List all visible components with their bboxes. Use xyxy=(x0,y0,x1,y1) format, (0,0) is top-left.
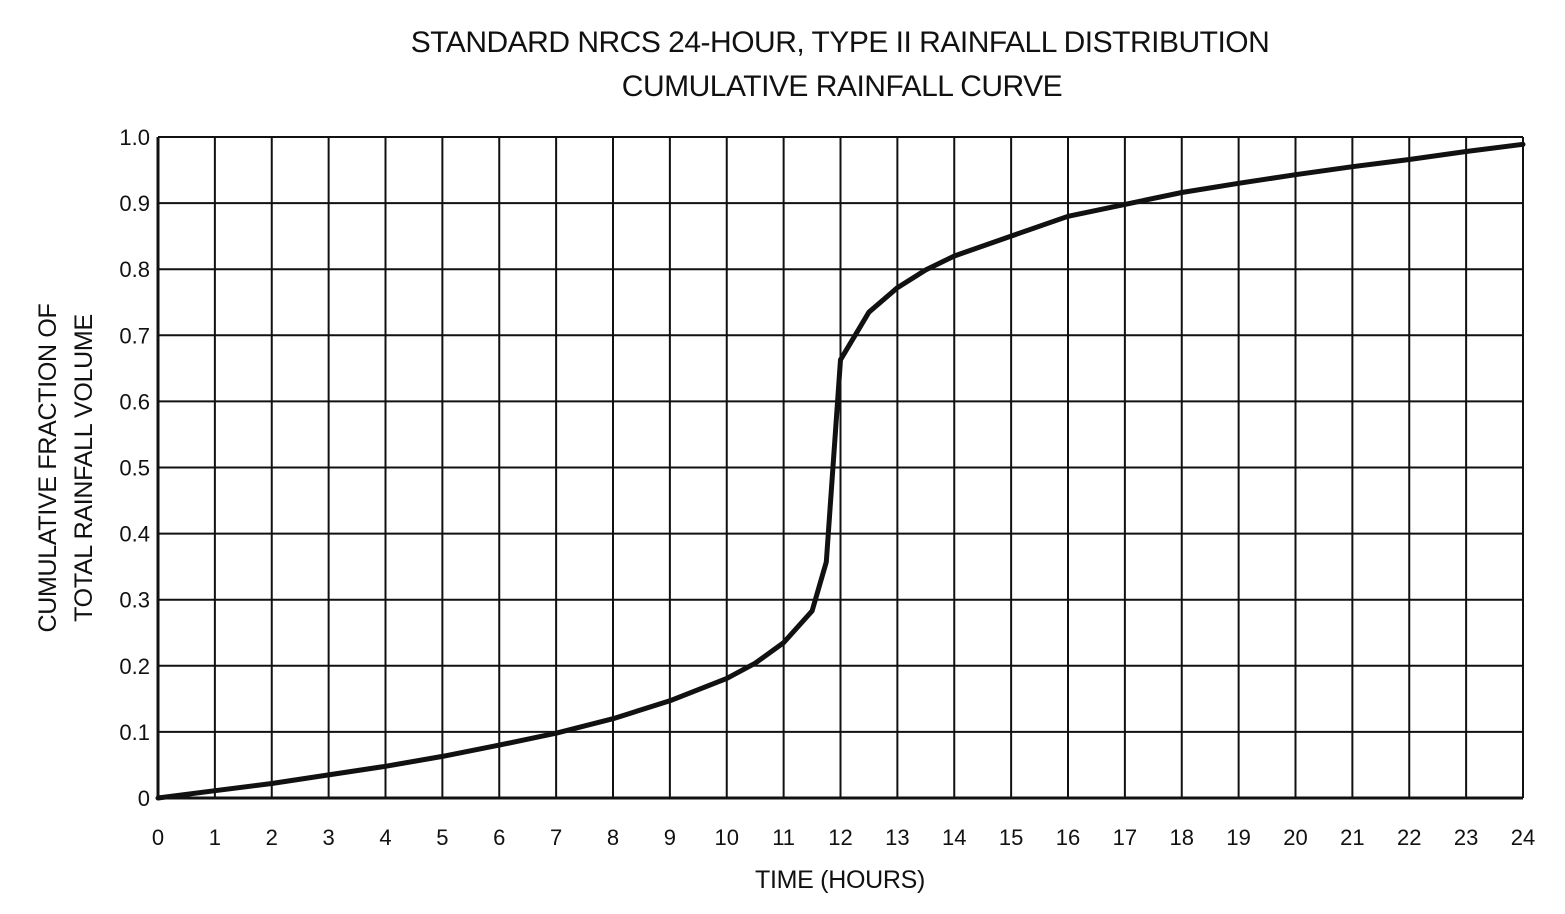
x-tick-label: 22 xyxy=(1397,825,1421,850)
x-tick-label: 24 xyxy=(1511,825,1535,850)
x-tick-label: 2 xyxy=(266,825,278,850)
x-tick-label: 20 xyxy=(1283,825,1307,850)
plot-grid xyxy=(158,137,1523,798)
x-axis-title: TIME (HOURS) xyxy=(755,866,925,894)
x-tick-label: 15 xyxy=(999,825,1023,850)
x-tick-label: 3 xyxy=(323,825,335,850)
x-tick-label: 12 xyxy=(828,825,852,850)
x-tick-label: 16 xyxy=(1056,825,1080,850)
x-tick-label: 4 xyxy=(379,825,391,850)
chart-subtitle: CUMULATIVE RAINFALL CURVE xyxy=(622,70,1062,103)
x-tick-label: 8 xyxy=(607,825,619,850)
rainfall-curve-series xyxy=(155,141,1526,801)
y-tick-label: 0.7 xyxy=(119,323,150,348)
x-tick-label: 17 xyxy=(1113,825,1137,850)
x-tick-label: 21 xyxy=(1340,825,1364,850)
y-tick-labels: 0 0.1 0.2 0.3 0.4 0.5 0.6 0.7 0.8 0.9 1.0 xyxy=(119,125,150,811)
y-tick-label: 0.5 xyxy=(119,456,150,481)
x-tick-label: 23 xyxy=(1454,825,1478,850)
x-tick-label: 19 xyxy=(1226,825,1250,850)
plot-frame xyxy=(156,136,1524,800)
x-tick-label: 10 xyxy=(715,825,739,850)
y-tick-label: 0.3 xyxy=(119,588,150,613)
series-line-1 xyxy=(155,141,1526,801)
y-tick-label: 0.6 xyxy=(119,389,150,414)
y-tick-label: 0.8 xyxy=(119,257,150,282)
x-tick-label: 13 xyxy=(885,825,909,850)
x-tick-labels: 0 1 2 3 4 5 6 7 8 9 10 11 12 13 14 15 16 17 18 19 20 21 22 23 24 xyxy=(152,825,1535,850)
chart-title: STANDARD NRCS 24-HOUR, TYPE II RAINFALL … xyxy=(411,26,1270,59)
x-tick-label: 18 xyxy=(1170,825,1194,850)
y-axis-title-line1: CUMULATIVE FRACTION OF xyxy=(34,303,62,632)
y-tick-label: 0.9 xyxy=(119,191,150,216)
x-tick-label: 7 xyxy=(550,825,562,850)
y-tick-label: 1.0 xyxy=(119,125,150,150)
y-tick-label: 0 xyxy=(138,786,150,811)
y-axis-title-line2: TOTAL RAINFALL VOLUME xyxy=(70,314,98,622)
x-tick-label: 5 xyxy=(436,825,448,850)
y-tick-label: 0.4 xyxy=(119,522,150,547)
x-tick-label: 1 xyxy=(209,825,221,850)
x-tick-label: 0 xyxy=(152,825,164,850)
y-tick-label: 0.1 xyxy=(119,720,150,745)
x-tick-label: 11 xyxy=(772,825,795,850)
x-tick-label: 9 xyxy=(664,825,676,850)
x-tick-label: 6 xyxy=(493,825,505,850)
x-tick-label: 14 xyxy=(942,825,966,850)
y-tick-label: 0.2 xyxy=(119,654,150,679)
